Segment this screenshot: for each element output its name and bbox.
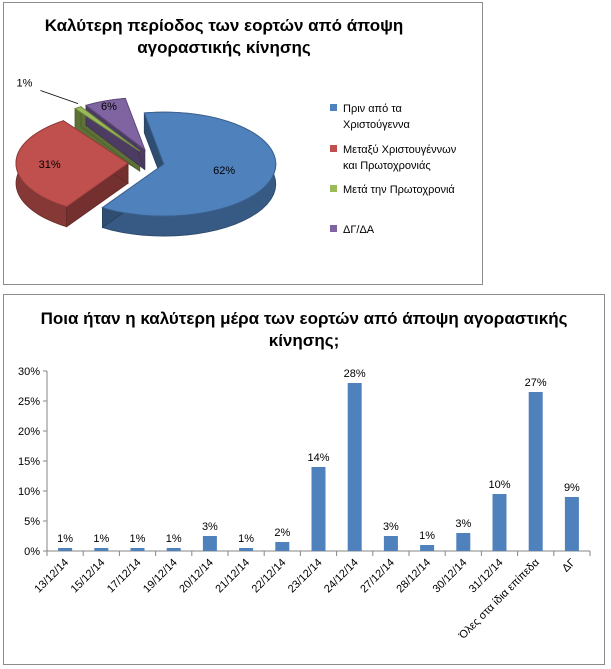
pie-data-label: 1% [17, 77, 33, 89]
x-tick-label: 30/12/14 [431, 557, 470, 596]
y-tick-label: 0% [24, 546, 40, 558]
legend-swatch [330, 185, 337, 192]
x-tick-label: 28/12/14 [394, 557, 433, 596]
pie-slice [101, 111, 277, 217]
bar-data-label: 27% [525, 377, 547, 389]
legend-item: Μετά την Πρωτοχρονιά [330, 184, 455, 196]
x-tick-label: 23/12/14 [286, 557, 325, 596]
bar [347, 383, 362, 551]
x-tick-label: 13/12/14 [32, 557, 71, 596]
bar [239, 548, 254, 551]
pie-slice [15, 120, 129, 208]
bar [166, 548, 181, 551]
x-tick-label: 24/12/14 [322, 557, 361, 596]
bar-data-label: 1% [166, 533, 182, 545]
pie-data-label: 62% [213, 165, 235, 177]
bar-data-label: 14% [307, 452, 329, 464]
bar-data-label: 1% [57, 533, 73, 545]
y-tick-label: 25% [18, 396, 40, 408]
bar [58, 548, 73, 551]
bar-chart: 0%5%10%15%20%25%30%1%13/12/141%15/12/141… [18, 366, 591, 642]
legend-item: ΔΓ/ΔΑ [330, 224, 375, 236]
pie-slice [73, 106, 140, 152]
bar [311, 467, 326, 551]
bar-data-label: 1% [238, 533, 254, 545]
bar [275, 542, 290, 551]
bar [492, 494, 507, 551]
x-tick-label: 19/12/14 [141, 557, 180, 596]
y-tick-label: 20% [18, 426, 40, 438]
bar-data-label: 3% [455, 518, 471, 530]
bar [528, 392, 543, 551]
legend-swatch [330, 145, 337, 152]
x-tick-label: ΔΓ [560, 557, 578, 575]
bar [202, 536, 217, 551]
pie-data-label: 6% [101, 101, 117, 113]
x-tick-label: 27/12/14 [358, 557, 397, 596]
legend-label: Χριστούγεννα [343, 119, 411, 131]
bar-data-label: 3% [383, 521, 399, 533]
y-tick-label: 5% [24, 516, 40, 528]
legend-swatch [330, 104, 337, 111]
y-tick-label: 30% [18, 366, 40, 378]
legend-swatch [330, 225, 337, 232]
bar-data-label: 28% [344, 368, 366, 380]
legend-label: ΔΓ/ΔΑ [343, 224, 375, 236]
legend-label: Πριν από τα [343, 103, 403, 115]
pie-chart-title: Καλύτερη περίοδος των εορτών από άποψη α… [44, 16, 404, 57]
bar-data-label: 2% [274, 527, 290, 539]
bar-data-label: 1% [93, 533, 109, 545]
pie-leader-line [40, 90, 79, 105]
bar-data-label: 1% [130, 533, 146, 545]
legend-label: Μεταξύ Χριστουγέννων [343, 144, 457, 156]
bar [130, 548, 145, 551]
y-tick-label: 10% [18, 486, 40, 498]
bar [456, 533, 471, 551]
bar [420, 545, 435, 551]
bar-chart-title: Ποια ήταν η καλύτερη μέρα των εορτών από… [40, 309, 568, 350]
bar-data-label: 3% [202, 521, 218, 533]
x-tick-label: 20/12/14 [177, 557, 216, 596]
pie-slice [84, 97, 146, 152]
legend-label: Μετά την Πρωτοχρονιά [343, 184, 455, 196]
bar [564, 497, 579, 551]
x-tick-label: 22/12/14 [250, 557, 289, 596]
bar-chart-panel: Ποια ήταν η καλύτερη μέρα των εορτών από… [3, 294, 605, 665]
pie-data-label: 31% [39, 159, 61, 171]
bar-data-label: 1% [419, 530, 435, 542]
x-tick-label: 15/12/14 [69, 557, 108, 596]
pie-chart: 62% 31% 1% 6% Πριν από τα Χριστούγεννα Μεταξύ … [15, 77, 457, 237]
bar-data-label: 9% [564, 482, 580, 494]
bar [94, 548, 109, 551]
x-tick-label: 21/12/14 [213, 557, 252, 596]
pie-chart-panel: Καλύτερη περίοδος των εορτών από άποψη α… [3, 2, 483, 285]
legend-item: Μεταξύ Χριστουγέννων και Πρωτοχρονιάς [330, 144, 457, 172]
bar [383, 536, 398, 551]
legend-label: και Πρωτοχρονιάς [343, 160, 431, 172]
bar-data-label: 10% [488, 479, 510, 491]
x-tick-label: 17/12/14 [105, 557, 144, 596]
y-tick-label: 15% [18, 456, 40, 468]
legend-item: Πριν από τα Χριστούγεννα [330, 103, 411, 131]
